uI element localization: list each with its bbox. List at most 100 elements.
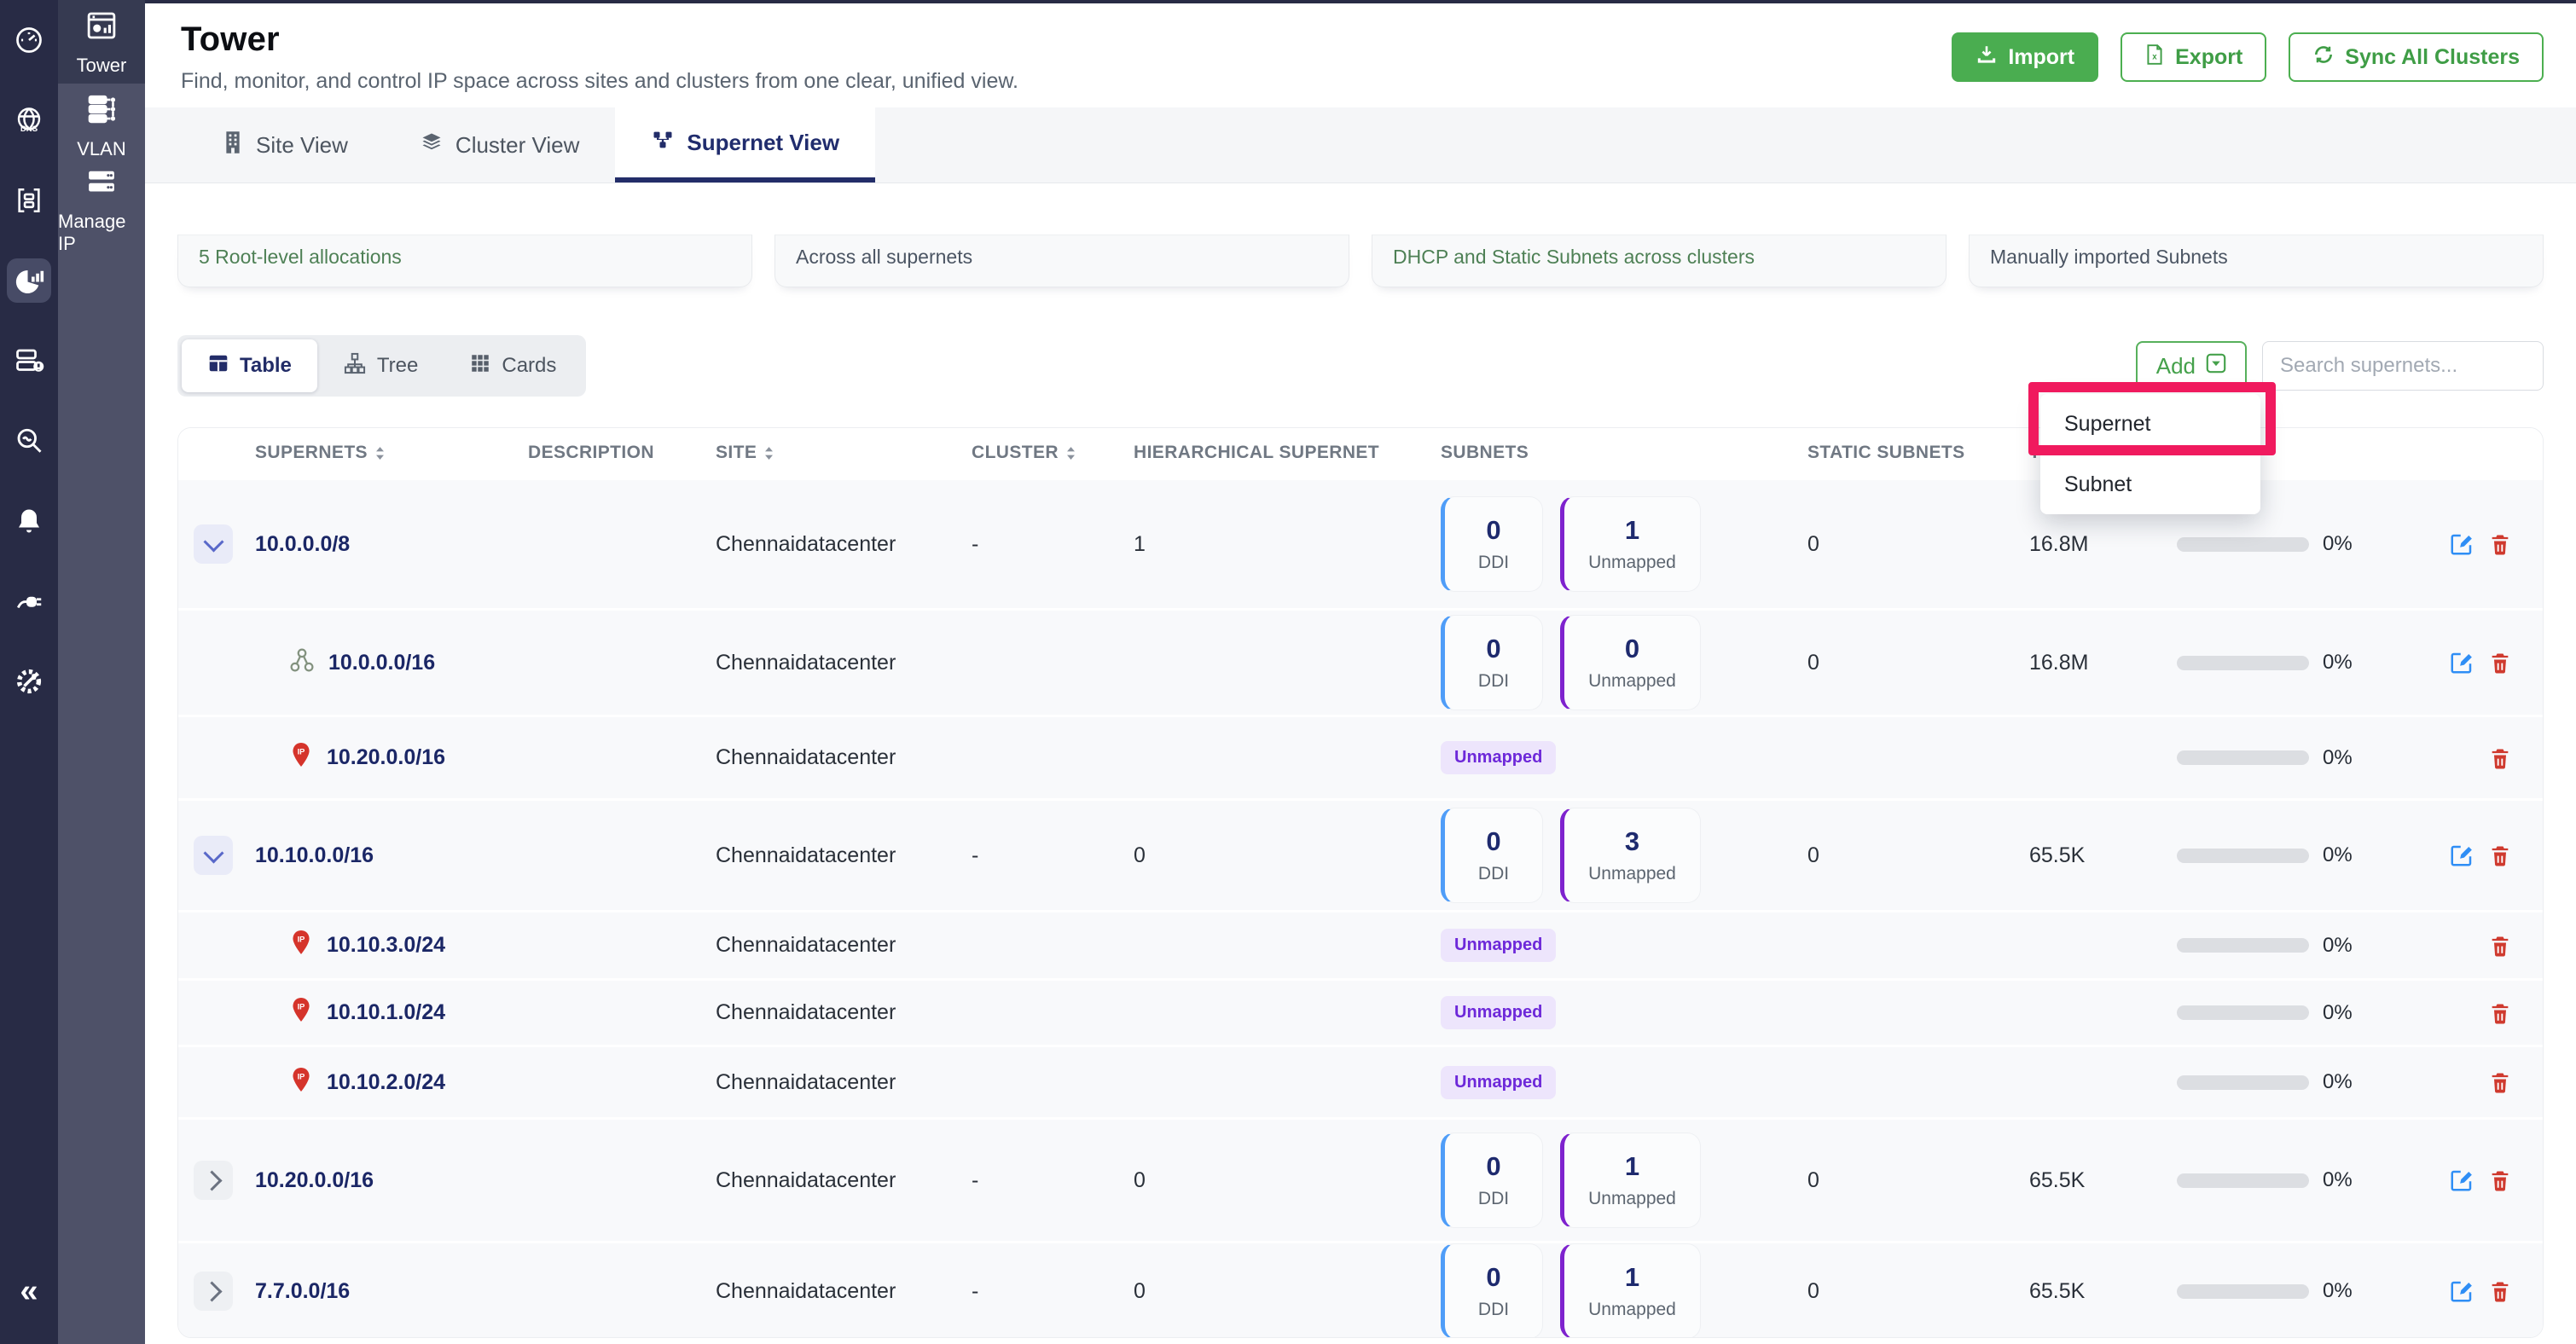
supernet-link[interactable]: 10.0.0.0/16: [328, 650, 436, 675]
import-label: Import: [2008, 44, 2075, 69]
edit-button[interactable]: [2449, 650, 2474, 675]
utilization-value: 0%: [2323, 1000, 2353, 1024]
edit-icon: [2451, 534, 2472, 555]
header-supernets[interactable]: SUPERNETS: [247, 443, 519, 463]
edit-icon: [2451, 1170, 2472, 1191]
menu-item-supernet[interactable]: Supernet: [2040, 394, 2260, 455]
table-row: IP 10.20.0.0/16 Chennaidatacenter Unmapp…: [178, 715, 2543, 798]
toggle-cards[interactable]: Cards: [444, 339, 582, 392]
utilization-bar: [2177, 938, 2309, 953]
utilization-value: 0%: [2323, 651, 2353, 674]
toggle-table[interactable]: Table: [182, 339, 317, 392]
integrations-plug-icon[interactable]: [0, 561, 58, 641]
site-cell: Chennaidatacenter: [716, 933, 896, 957]
header-subnets: SUBNETS: [1432, 443, 1799, 463]
edit-button[interactable]: [2449, 1167, 2474, 1193]
discovery-search-icon[interactable]: [0, 401, 58, 481]
import-button[interactable]: Import: [1952, 32, 2099, 82]
ip-pin-icon: IP: [289, 1066, 313, 1099]
sidebar-item-tower[interactable]: Tower: [58, 0, 145, 84]
expand-row-button[interactable]: [194, 1161, 233, 1200]
delete-button[interactable]: [2488, 1069, 2512, 1095]
settings-gear-icon[interactable]: [0, 641, 58, 721]
table-toolbar: Table Tree Cards Add: [177, 335, 2544, 397]
utilization-bar: [2177, 1075, 2309, 1090]
delete-button[interactable]: [2488, 1167, 2512, 1193]
ip-pin-icon: IP: [289, 929, 313, 962]
supernet-link[interactable]: 10.0.0.0/8: [255, 531, 351, 556]
header-cluster[interactable]: CLUSTER: [963, 443, 1125, 463]
ipam-rack-icon[interactable]: [0, 160, 58, 240]
header-static-subnets: STATIC SUBNETS: [1799, 443, 2021, 463]
subnet-link[interactable]: 10.20.0.0/16: [327, 745, 446, 769]
export-button[interactable]: x Export: [2121, 32, 2267, 82]
search-input[interactable]: [2262, 341, 2544, 391]
top-edge-strip: [145, 0, 2576, 3]
table-row: IP 10.10.3.0/24 Chennaidatacenter Unmapp…: [178, 910, 2543, 978]
subnet-link[interactable]: 10.10.3.0/24: [327, 933, 446, 957]
dns-icon[interactable]: DNS: [0, 80, 58, 160]
delete-button[interactable]: [2488, 745, 2512, 771]
unmapped-count: 1: [1624, 1151, 1640, 1181]
stat-card-subnets: DHCP and Static Subnets across clusters: [1372, 235, 1947, 287]
supernet-link[interactable]: 7.7.0.0/16: [255, 1278, 351, 1303]
collapse-sidebar-button[interactable]: «: [0, 1274, 58, 1308]
unmapped-stat: 0 Unmapped: [1560, 615, 1701, 710]
unmapped-badge: Unmapped: [1441, 929, 1557, 962]
static-subnets-cell: 0: [1807, 843, 1819, 867]
cluster-cell: -: [972, 1167, 979, 1192]
tab-label: Supernet View: [687, 129, 840, 155]
ddi-count: 0: [1486, 634, 1501, 663]
svg-text:x: x: [2152, 52, 2157, 61]
header-label: CLUSTER: [972, 443, 1059, 462]
delete-button[interactable]: [2488, 650, 2512, 675]
subnet-link[interactable]: 10.10.1.0/24: [327, 1000, 446, 1024]
collapse-row-button[interactable]: [194, 524, 233, 564]
add-dropdown-menu: Supernet Subnet: [2040, 394, 2260, 514]
delete-button[interactable]: [2488, 1278, 2512, 1304]
page-title: Tower: [181, 20, 280, 58]
header-label: SITE: [716, 443, 757, 462]
sync-all-clusters-button[interactable]: Sync All Clusters: [2289, 32, 2544, 82]
utilization-bar: [2177, 1283, 2309, 1299]
sidebar-item-manage-ip[interactable]: Manage IP: [58, 167, 145, 254]
menu-item-subnet[interactable]: Subnet: [2064, 472, 2132, 496]
tab-cluster-view[interactable]: Cluster View: [384, 107, 615, 182]
icon-holder: [7, 258, 51, 303]
sidebar-item-vlan[interactable]: VLAN: [58, 84, 145, 167]
edit-button[interactable]: [2449, 531, 2474, 557]
export-label: Export: [2175, 44, 2243, 69]
trash-icon: [2492, 535, 2509, 555]
vlan-icon: [84, 91, 119, 131]
table-row: 10.20.0.0/16 Chennaidatacenter - 0 0 DDI …: [178, 1117, 2543, 1241]
supernet-link[interactable]: 10.10.0.0/16: [255, 843, 374, 867]
supernet-link[interactable]: 10.20.0.0/16: [255, 1167, 374, 1192]
subnet-link[interactable]: 10.10.2.0/24: [327, 1069, 446, 1094]
ddi-stat: 0 DDI: [1441, 615, 1543, 710]
edit-button[interactable]: [2449, 843, 2474, 868]
tab-site-view[interactable]: Site View: [186, 107, 384, 182]
expand-row-button[interactable]: [194, 1272, 233, 1311]
unmapped-count: 0: [1624, 634, 1640, 663]
unmapped-stat: 1 Unmapped: [1560, 1243, 1701, 1337]
collapse-row-button[interactable]: [194, 836, 233, 875]
delete-button[interactable]: [2488, 843, 2512, 868]
reports-pie-icon[interactable]: [0, 240, 58, 321]
delete-button[interactable]: [2488, 531, 2512, 557]
delete-button[interactable]: [2488, 933, 2512, 959]
site-cell: Chennaidatacenter: [716, 745, 896, 769]
cluster-cell: -: [972, 843, 979, 867]
edit-button[interactable]: [2449, 1278, 2474, 1304]
module-sidebar: Tower VLAN Manage IP: [58, 0, 145, 1344]
add-button[interactable]: Add: [2135, 341, 2247, 391]
header-site[interactable]: SITE: [707, 443, 963, 463]
dashboard-gauge-icon[interactable]: [0, 0, 58, 80]
site-cell: Chennaidatacenter: [716, 1000, 896, 1024]
notifications-bell-icon[interactable]: [0, 481, 58, 561]
delete-button[interactable]: [2488, 1000, 2512, 1026]
server-alert-icon[interactable]: [0, 321, 58, 401]
header-label: SUBNETS: [1441, 443, 1529, 462]
stat-card-text: DHCP and Static Subnets across clusters: [1393, 246, 1755, 268]
toggle-tree[interactable]: Tree: [317, 339, 444, 392]
tab-supernet-view[interactable]: Supernet View: [615, 107, 876, 182]
